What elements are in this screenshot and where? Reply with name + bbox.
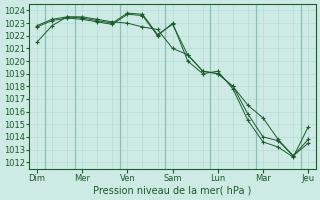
X-axis label: Pression niveau de la mer( hPa ): Pression niveau de la mer( hPa ) <box>93 186 252 196</box>
